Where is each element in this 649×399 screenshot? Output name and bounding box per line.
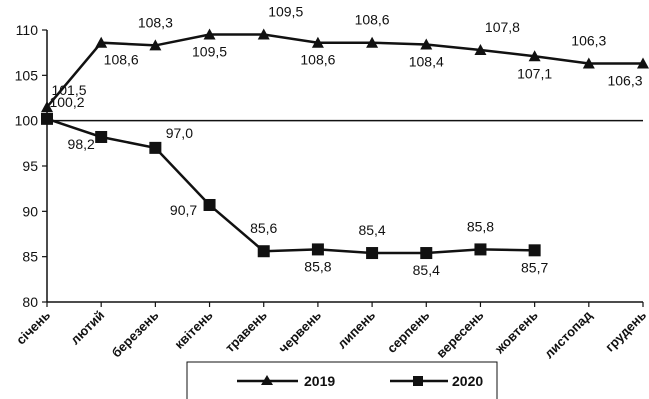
data-point-2019 bbox=[311, 36, 324, 48]
x-tick-label: червень bbox=[276, 308, 325, 357]
x-tick-label: травень bbox=[222, 308, 270, 356]
data-label-2020: 85,8 bbox=[304, 258, 331, 274]
data-point-2020 bbox=[366, 247, 379, 260]
legend-label-2020: 2020 bbox=[452, 373, 483, 389]
y-tick-label: 105 bbox=[15, 67, 39, 83]
axes: 80 85 90 95 100 105 110 січень лютий березень квіт… bbox=[13, 22, 649, 361]
data-label-2020: 90,7 bbox=[170, 202, 197, 218]
legend-marker-2019 bbox=[261, 375, 273, 385]
data-point-2020 bbox=[311, 243, 324, 256]
x-tick-label: листопад bbox=[541, 307, 595, 361]
y-tick-label: 100 bbox=[15, 113, 39, 129]
data-label-2019: 107,8 bbox=[485, 19, 520, 35]
series-line-2019 bbox=[46, 33, 643, 108]
series-line-2020 bbox=[46, 117, 535, 255]
legend-label-2019: 2019 bbox=[304, 373, 335, 389]
data-label-2019: 108,6 bbox=[104, 52, 139, 68]
data-label-2019: 108,6 bbox=[355, 12, 390, 28]
data-point-2019 bbox=[257, 28, 270, 40]
x-tick-label: вересень bbox=[433, 308, 486, 361]
data-point-2019 bbox=[41, 101, 53, 113]
y-tick-label: 110 bbox=[16, 22, 39, 38]
x-tick-label: грудень bbox=[602, 308, 649, 355]
data-label-2019: 106,3 bbox=[607, 73, 642, 89]
legend: 2019 2020 bbox=[186, 361, 498, 399]
data-label-2020: 85,7 bbox=[521, 259, 548, 275]
x-tick-label: серпень bbox=[384, 308, 432, 356]
data-label-2020: 100,2 bbox=[49, 94, 84, 110]
data-point-2020 bbox=[528, 244, 541, 257]
data-label-2019: 101,5 bbox=[51, 82, 86, 98]
data-point-2020 bbox=[203, 198, 216, 211]
data-label-2019: 107,1 bbox=[517, 65, 552, 81]
data-point-2019 bbox=[95, 36, 108, 48]
data-label-2020: 85,8 bbox=[467, 218, 494, 234]
data-point-2019 bbox=[582, 57, 595, 69]
x-tick-label: липень bbox=[334, 308, 378, 352]
data-label-2020: 85,6 bbox=[250, 220, 277, 236]
y-tick-label: 85 bbox=[22, 249, 38, 265]
y-tick-label: 95 bbox=[22, 158, 38, 174]
data-point-2019 bbox=[637, 57, 649, 69]
data-point-2020 bbox=[474, 243, 487, 256]
data-point-2020 bbox=[149, 141, 162, 154]
data-point-2020 bbox=[95, 130, 108, 143]
data-point-2020 bbox=[420, 247, 433, 260]
data-point-2020 bbox=[41, 112, 53, 125]
data-point-2019 bbox=[474, 43, 487, 55]
data-labels-layer: 101,5 108,6 108,3 109,5 109,5 108,6 108,6 108,4… bbox=[49, 4, 642, 279]
data-label-2019: 106,3 bbox=[571, 33, 606, 49]
legend-marker-2020 bbox=[413, 376, 423, 386]
y-tick-label: 80 bbox=[22, 294, 38, 310]
data-point-2019 bbox=[528, 50, 541, 62]
x-tick-label: січень bbox=[13, 308, 53, 348]
data-label-2020: 97,0 bbox=[166, 125, 193, 141]
data-point-2019 bbox=[203, 28, 216, 40]
data-point-2019 bbox=[149, 39, 162, 51]
data-point-2019 bbox=[420, 38, 433, 50]
x-tick-label: лютий bbox=[67, 308, 107, 348]
data-label-2020: 85,4 bbox=[358, 222, 385, 238]
legend-box bbox=[186, 361, 498, 399]
data-label-2019: 108,4 bbox=[409, 54, 444, 70]
data-label-2019: 109,5 bbox=[268, 4, 303, 20]
data-label-2019: 109,5 bbox=[192, 44, 227, 60]
x-tick-label: квітень bbox=[171, 308, 215, 352]
data-point-2020 bbox=[257, 245, 270, 258]
data-label-2020: 85,4 bbox=[413, 262, 440, 278]
data-label-2019: 108,6 bbox=[300, 52, 335, 68]
x-tick-label: березень bbox=[109, 308, 162, 361]
x-tick-label: жовтень bbox=[491, 308, 541, 358]
data-point-2019 bbox=[366, 36, 379, 48]
y-tick-label: 90 bbox=[22, 203, 38, 219]
data-label-2020: 98,2 bbox=[68, 136, 95, 152]
data-label-2019: 108,3 bbox=[138, 14, 173, 30]
series-layer bbox=[41, 28, 649, 260]
